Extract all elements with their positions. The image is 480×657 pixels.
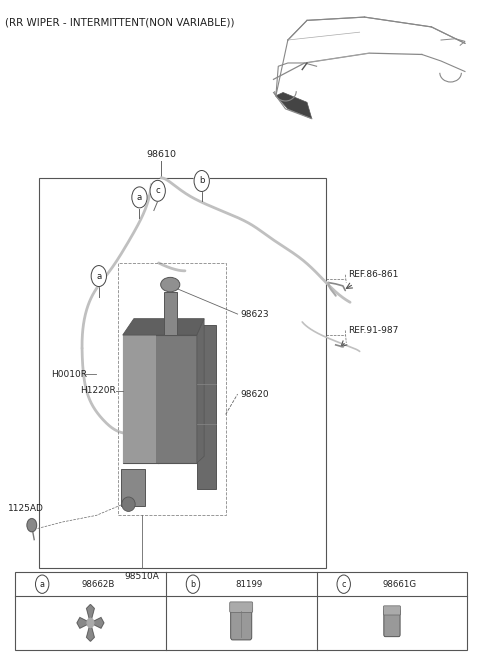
Text: a: a xyxy=(40,579,45,589)
Bar xyxy=(123,335,156,463)
Circle shape xyxy=(27,518,36,532)
Text: 98662B: 98662B xyxy=(81,579,115,589)
Bar xyxy=(123,335,197,463)
Text: H0010R: H0010R xyxy=(51,370,87,379)
FancyBboxPatch shape xyxy=(231,606,252,640)
Bar xyxy=(121,470,145,505)
Text: H1220R: H1220R xyxy=(80,386,115,396)
Text: b: b xyxy=(199,177,204,185)
Circle shape xyxy=(91,265,107,286)
Polygon shape xyxy=(123,319,204,335)
Circle shape xyxy=(337,575,350,593)
Polygon shape xyxy=(86,623,94,641)
Circle shape xyxy=(150,180,165,201)
Bar xyxy=(164,292,177,335)
Text: 81199: 81199 xyxy=(235,579,263,589)
Polygon shape xyxy=(86,604,94,623)
Polygon shape xyxy=(197,319,204,463)
Bar xyxy=(118,263,226,515)
Text: 98661G: 98661G xyxy=(383,579,417,589)
Ellipse shape xyxy=(161,277,180,292)
Bar xyxy=(39,177,326,568)
Text: 98510A: 98510A xyxy=(124,572,159,581)
Bar xyxy=(15,572,468,650)
Polygon shape xyxy=(77,618,90,628)
Polygon shape xyxy=(90,618,104,628)
Text: (RR WIPER - INTERMITTENT(NON VARIABLE)): (RR WIPER - INTERMITTENT(NON VARIABLE)) xyxy=(5,17,235,27)
FancyBboxPatch shape xyxy=(384,606,401,615)
Circle shape xyxy=(194,171,209,191)
FancyBboxPatch shape xyxy=(230,602,252,612)
Text: b: b xyxy=(191,579,195,589)
FancyBboxPatch shape xyxy=(384,609,400,637)
Circle shape xyxy=(186,575,200,593)
Text: 98610: 98610 xyxy=(146,150,176,160)
Text: 98620: 98620 xyxy=(240,390,269,399)
Circle shape xyxy=(36,575,49,593)
Ellipse shape xyxy=(122,497,135,511)
Text: c: c xyxy=(156,187,160,195)
Polygon shape xyxy=(276,93,312,119)
Text: a: a xyxy=(137,193,142,202)
Text: 98623: 98623 xyxy=(240,309,269,319)
Text: c: c xyxy=(341,579,346,589)
Text: a: a xyxy=(96,271,101,281)
Bar xyxy=(197,325,216,489)
Text: 1125AD: 1125AD xyxy=(8,505,44,513)
Text: REF.86-861: REF.86-861 xyxy=(348,270,398,279)
Circle shape xyxy=(87,618,94,627)
Circle shape xyxy=(132,187,147,208)
Text: REF.91-987: REF.91-987 xyxy=(348,326,398,335)
